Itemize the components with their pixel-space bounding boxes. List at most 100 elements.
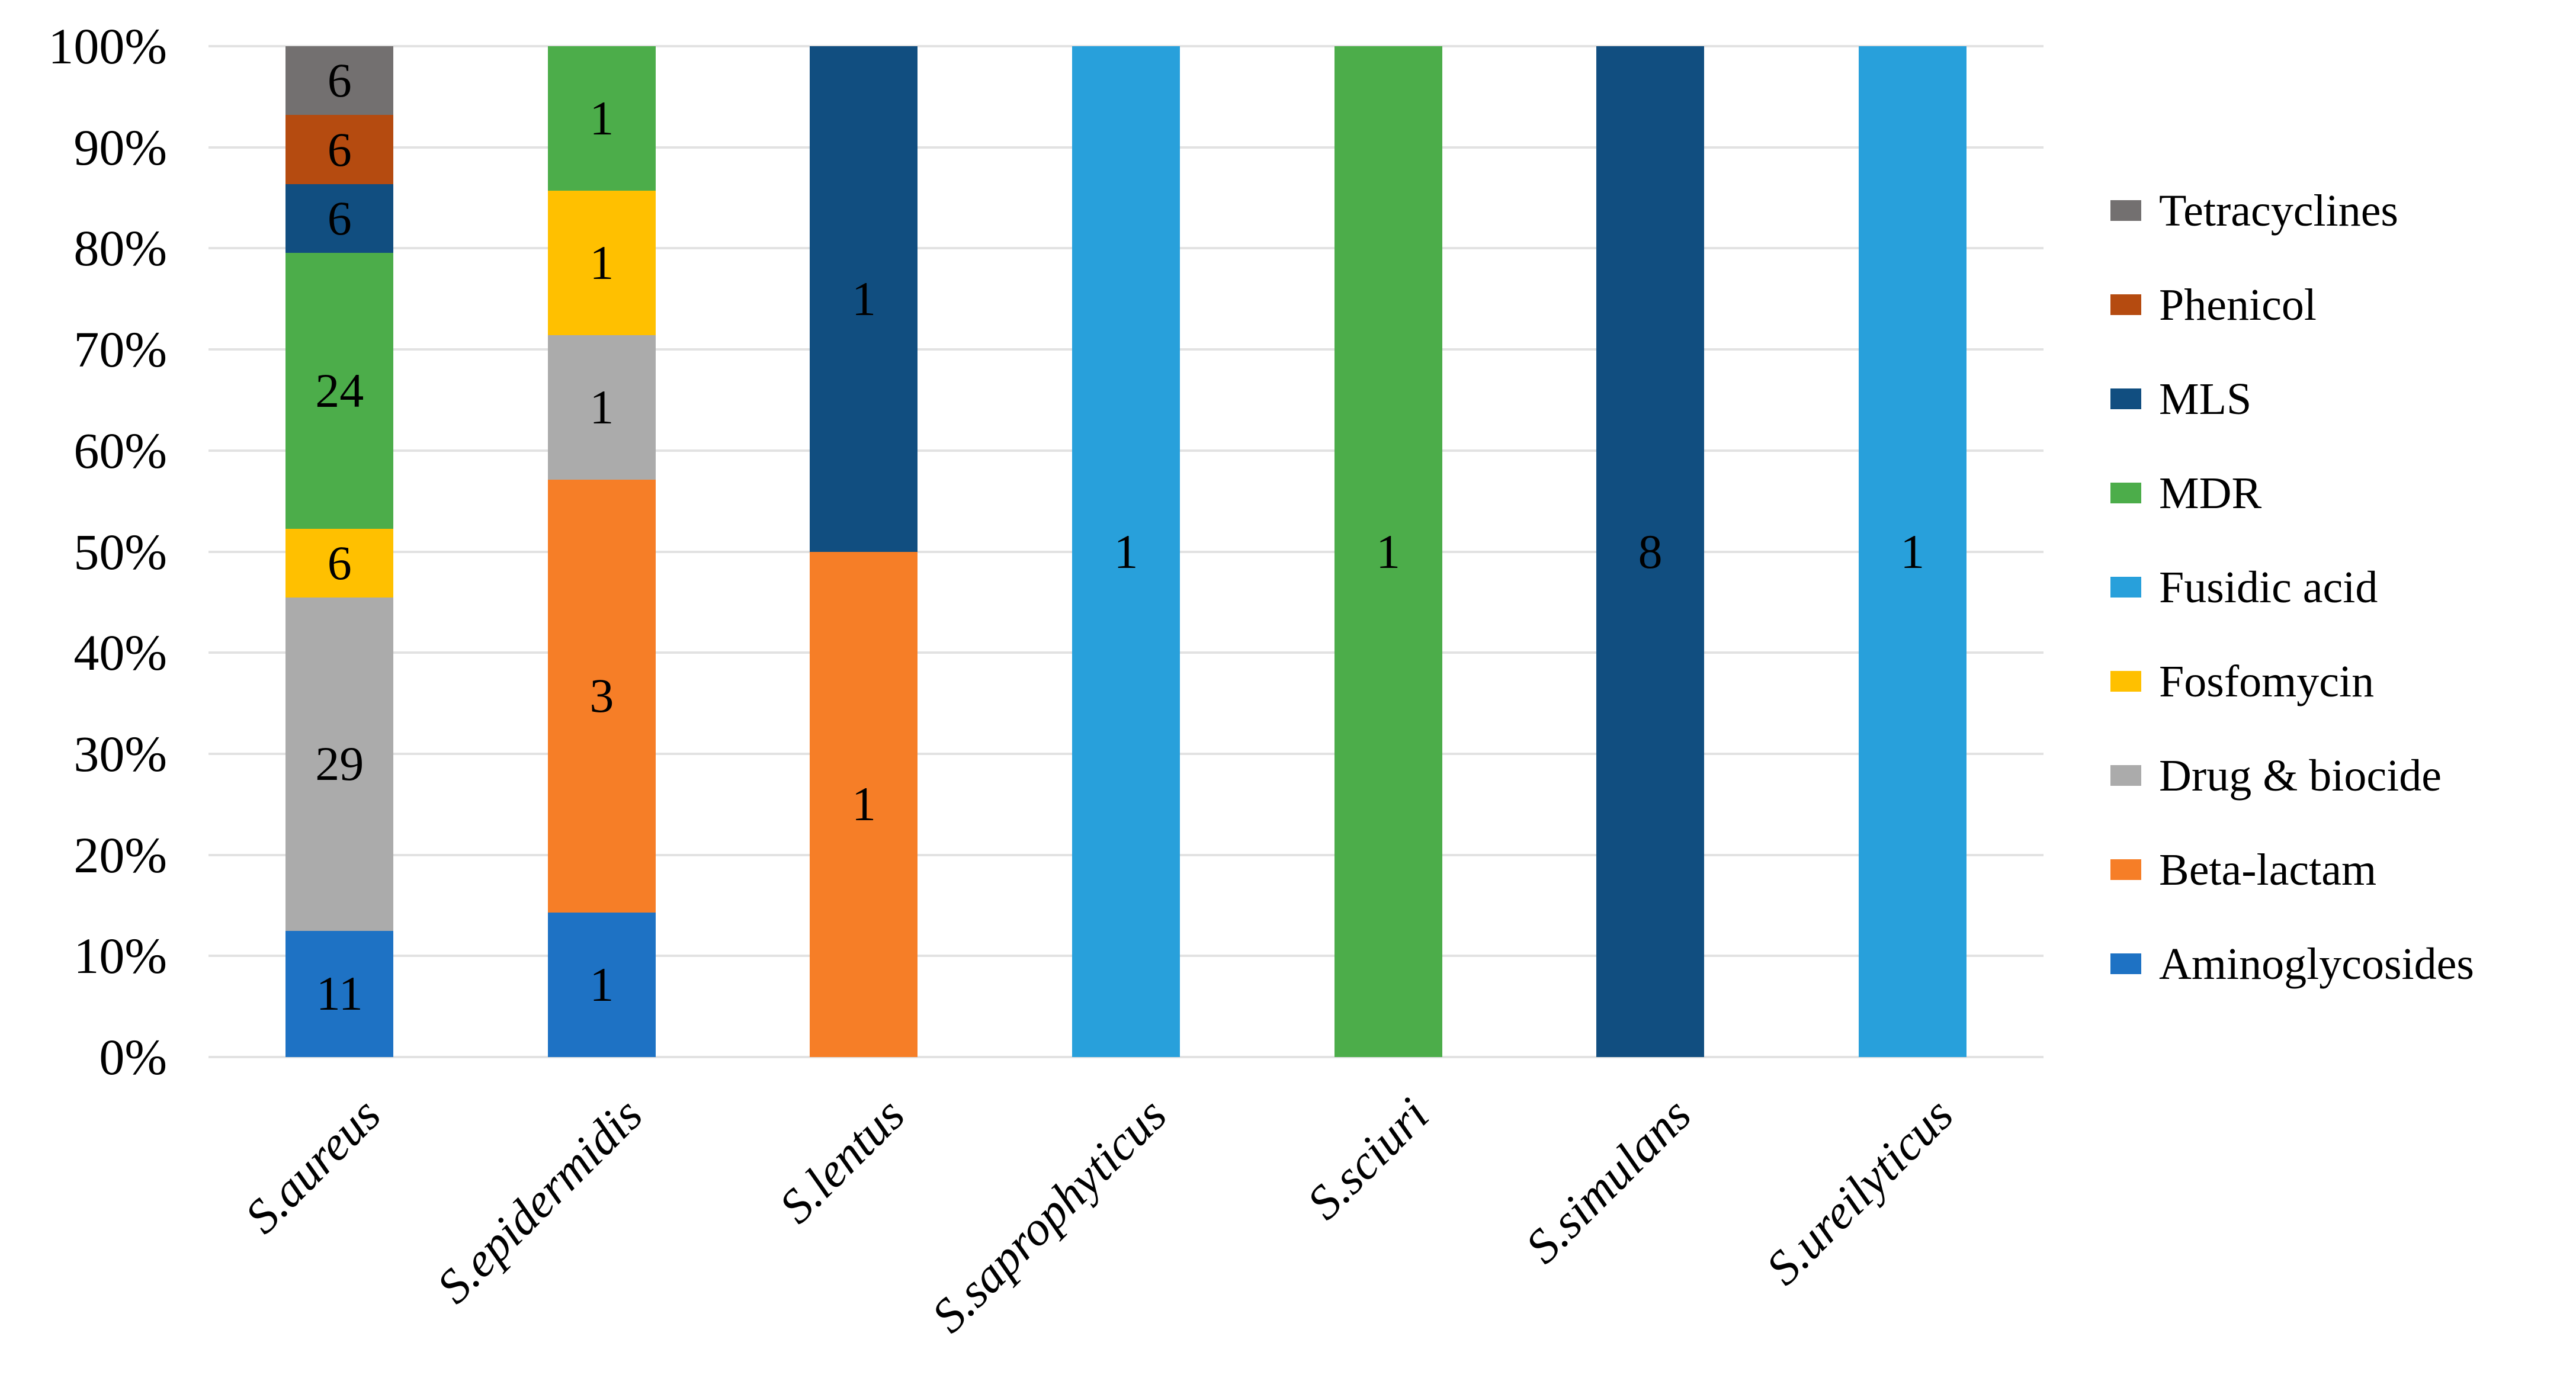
bar-segment-Phenicol: 6: [285, 115, 394, 184]
bar-segment-Drug & biocide: 29: [285, 598, 394, 931]
bar-column-S.ureilyticus: 1: [1781, 46, 2044, 1057]
bar-segment-Beta-lactam: 3: [547, 479, 656, 913]
y-tick-label: 70%: [73, 321, 167, 378]
bar-segment-MDR: 24: [285, 253, 394, 529]
legend-label: Aminoglycosides: [2159, 939, 2474, 989]
bar-segment-MLS: 6: [285, 184, 394, 253]
x-axis-label: S.saprophyticus: [921, 1087, 1177, 1343]
legend-swatch: [2110, 577, 2141, 598]
bar-value-label: 6: [327, 53, 352, 108]
bar-stack: 8: [1596, 46, 1705, 1057]
legend-item-MDR: MDR: [2110, 446, 2474, 540]
bar-value-label: 1: [851, 271, 876, 326]
y-tick-label: 40%: [73, 624, 167, 682]
legend-swatch: [2110, 953, 2141, 974]
legend-item-Beta-lactam: Beta-lactam: [2110, 823, 2474, 917]
y-tick-label: 100%: [48, 18, 167, 75]
bar-segment-Aminoglycosides: 11: [285, 930, 394, 1057]
bar-stack: 1: [1072, 46, 1180, 1057]
bar-segment-Aminoglycosides: 1: [547, 913, 656, 1057]
bar-stack: 1: [1334, 46, 1442, 1057]
legend-item-Fusidic acid: Fusidic acid: [2110, 540, 2474, 634]
legend-item-Tetracyclines: Tetracyclines: [2110, 163, 2474, 258]
y-tick-label: 50%: [73, 523, 167, 580]
bar-segment-MDR: 1: [1334, 46, 1442, 1057]
legend-item-Aminoglycosides: Aminoglycosides: [2110, 917, 2474, 1011]
legend-label: Beta-lactam: [2159, 844, 2377, 895]
bar-value-label: 1: [589, 91, 614, 145]
bar-value-label: 1: [1376, 524, 1401, 579]
legend-swatch: [2110, 200, 2141, 221]
bar-value-label: 8: [1638, 524, 1663, 579]
bar-value-label: 6: [327, 122, 352, 176]
bar-value-label: 1: [851, 777, 876, 831]
bar-segment-Tetracyclines: 6: [285, 46, 394, 115]
bar-column-S.epidermidis: 1 3 1 1 1: [471, 46, 733, 1057]
y-tick-label: 90%: [73, 118, 167, 176]
y-tick-label: 20%: [73, 826, 167, 884]
gridline: [208, 1056, 2044, 1058]
bar-value-label: 1: [589, 380, 614, 434]
bars-layer: 11 29 6 24 6 6 6 1 3 1 1 1 1 1 1 1 8 1: [208, 46, 2044, 1057]
bar-column-S.aureus: 11 29 6 24 6 6 6: [208, 46, 471, 1057]
legend-swatch: [2110, 859, 2141, 880]
bar-segment-Fusidic acid: 1: [1072, 46, 1180, 1057]
bar-column-S.sciuri: 1: [1257, 46, 1519, 1057]
y-tick-label: 30%: [73, 725, 167, 782]
x-axis-label: S.epidermidis: [426, 1087, 653, 1314]
y-tick-label: 80%: [73, 220, 167, 277]
bar-value-label: 1: [1900, 524, 1925, 579]
bar-stack: 11 29 6 24 6 6 6: [285, 46, 394, 1057]
bar-segment-Beta-lactam: 1: [810, 551, 918, 1057]
legend-item-Fosfomycin: Fosfomycin: [2110, 634, 2474, 728]
legend-label: Drug & biocide: [2159, 750, 2442, 801]
bar-segment-Drug & biocide: 1: [547, 335, 656, 480]
bar-segment-Fusidic acid: 1: [1858, 46, 1967, 1057]
bar-value-label: 29: [315, 737, 364, 791]
bar-column-S.simulans: 8: [1519, 46, 1782, 1057]
y-tick-label: 60%: [73, 422, 167, 479]
legend-swatch: [2110, 671, 2141, 692]
bar-value-label: 6: [327, 191, 352, 245]
bar-stack: 1 3 1 1 1: [547, 46, 656, 1057]
legend-label: Fosfomycin: [2159, 656, 2375, 706]
x-axis-label: S.aureus: [234, 1087, 391, 1244]
bar-segment-MLS: 1: [810, 46, 918, 552]
bar-segment-Fosfomycin: 6: [285, 528, 394, 598]
x-axis-label: S.simulans: [1515, 1087, 1701, 1274]
bar-value-label: 6: [327, 535, 352, 590]
legend-swatch: [2110, 294, 2141, 315]
legend-label: Fusidic acid: [2159, 562, 2378, 612]
legend-label: Phenicol: [2159, 280, 2317, 330]
bar-value-label: 11: [316, 966, 363, 1021]
bar-value-label: 24: [315, 363, 364, 417]
bar-value-label: 1: [589, 958, 614, 1012]
bar-segment-MLS: 8: [1596, 46, 1705, 1057]
legend-item-Drug & biocide: Drug & biocide: [2110, 728, 2474, 823]
plot-area: 11 29 6 24 6 6 6 1 3 1 1 1 1 1 1 1 8 1: [208, 45, 2044, 1058]
bar-segment-Fosfomycin: 1: [547, 190, 656, 335]
bar-value-label: 1: [589, 235, 614, 290]
y-tick-label: 10%: [73, 927, 167, 985]
legend: Tetracyclines Phenicol MLS MDR Fusidic acid F…: [2110, 163, 2474, 1011]
bar-column-S.saprophyticus: 1: [995, 46, 1257, 1057]
legend-swatch: [2110, 388, 2141, 409]
x-axis-label: S.sciuri: [1297, 1087, 1439, 1230]
legend-label: MDR: [2159, 468, 2262, 518]
bar-stack: 1: [1858, 46, 1967, 1057]
legend-label: Tetracyclines: [2159, 185, 2399, 236]
bar-value-label: 1: [1114, 524, 1138, 579]
legend-item-MLS: MLS: [2110, 352, 2474, 446]
legend-swatch: [2110, 483, 2141, 503]
x-axis-label: S.ureilyticus: [1756, 1087, 1964, 1295]
bar-value-label: 3: [589, 669, 614, 723]
legend-label: MLS: [2159, 374, 2252, 424]
legend-swatch: [2110, 765, 2141, 786]
y-axis: 0% 10% 20% 30% 40% 50% 60% 70% 80% 90% 100%: [0, 0, 185, 1394]
x-axis-label: S.lentus: [768, 1087, 915, 1234]
legend-item-Phenicol: Phenicol: [2110, 258, 2474, 352]
y-tick-label: 0%: [99, 1029, 167, 1085]
